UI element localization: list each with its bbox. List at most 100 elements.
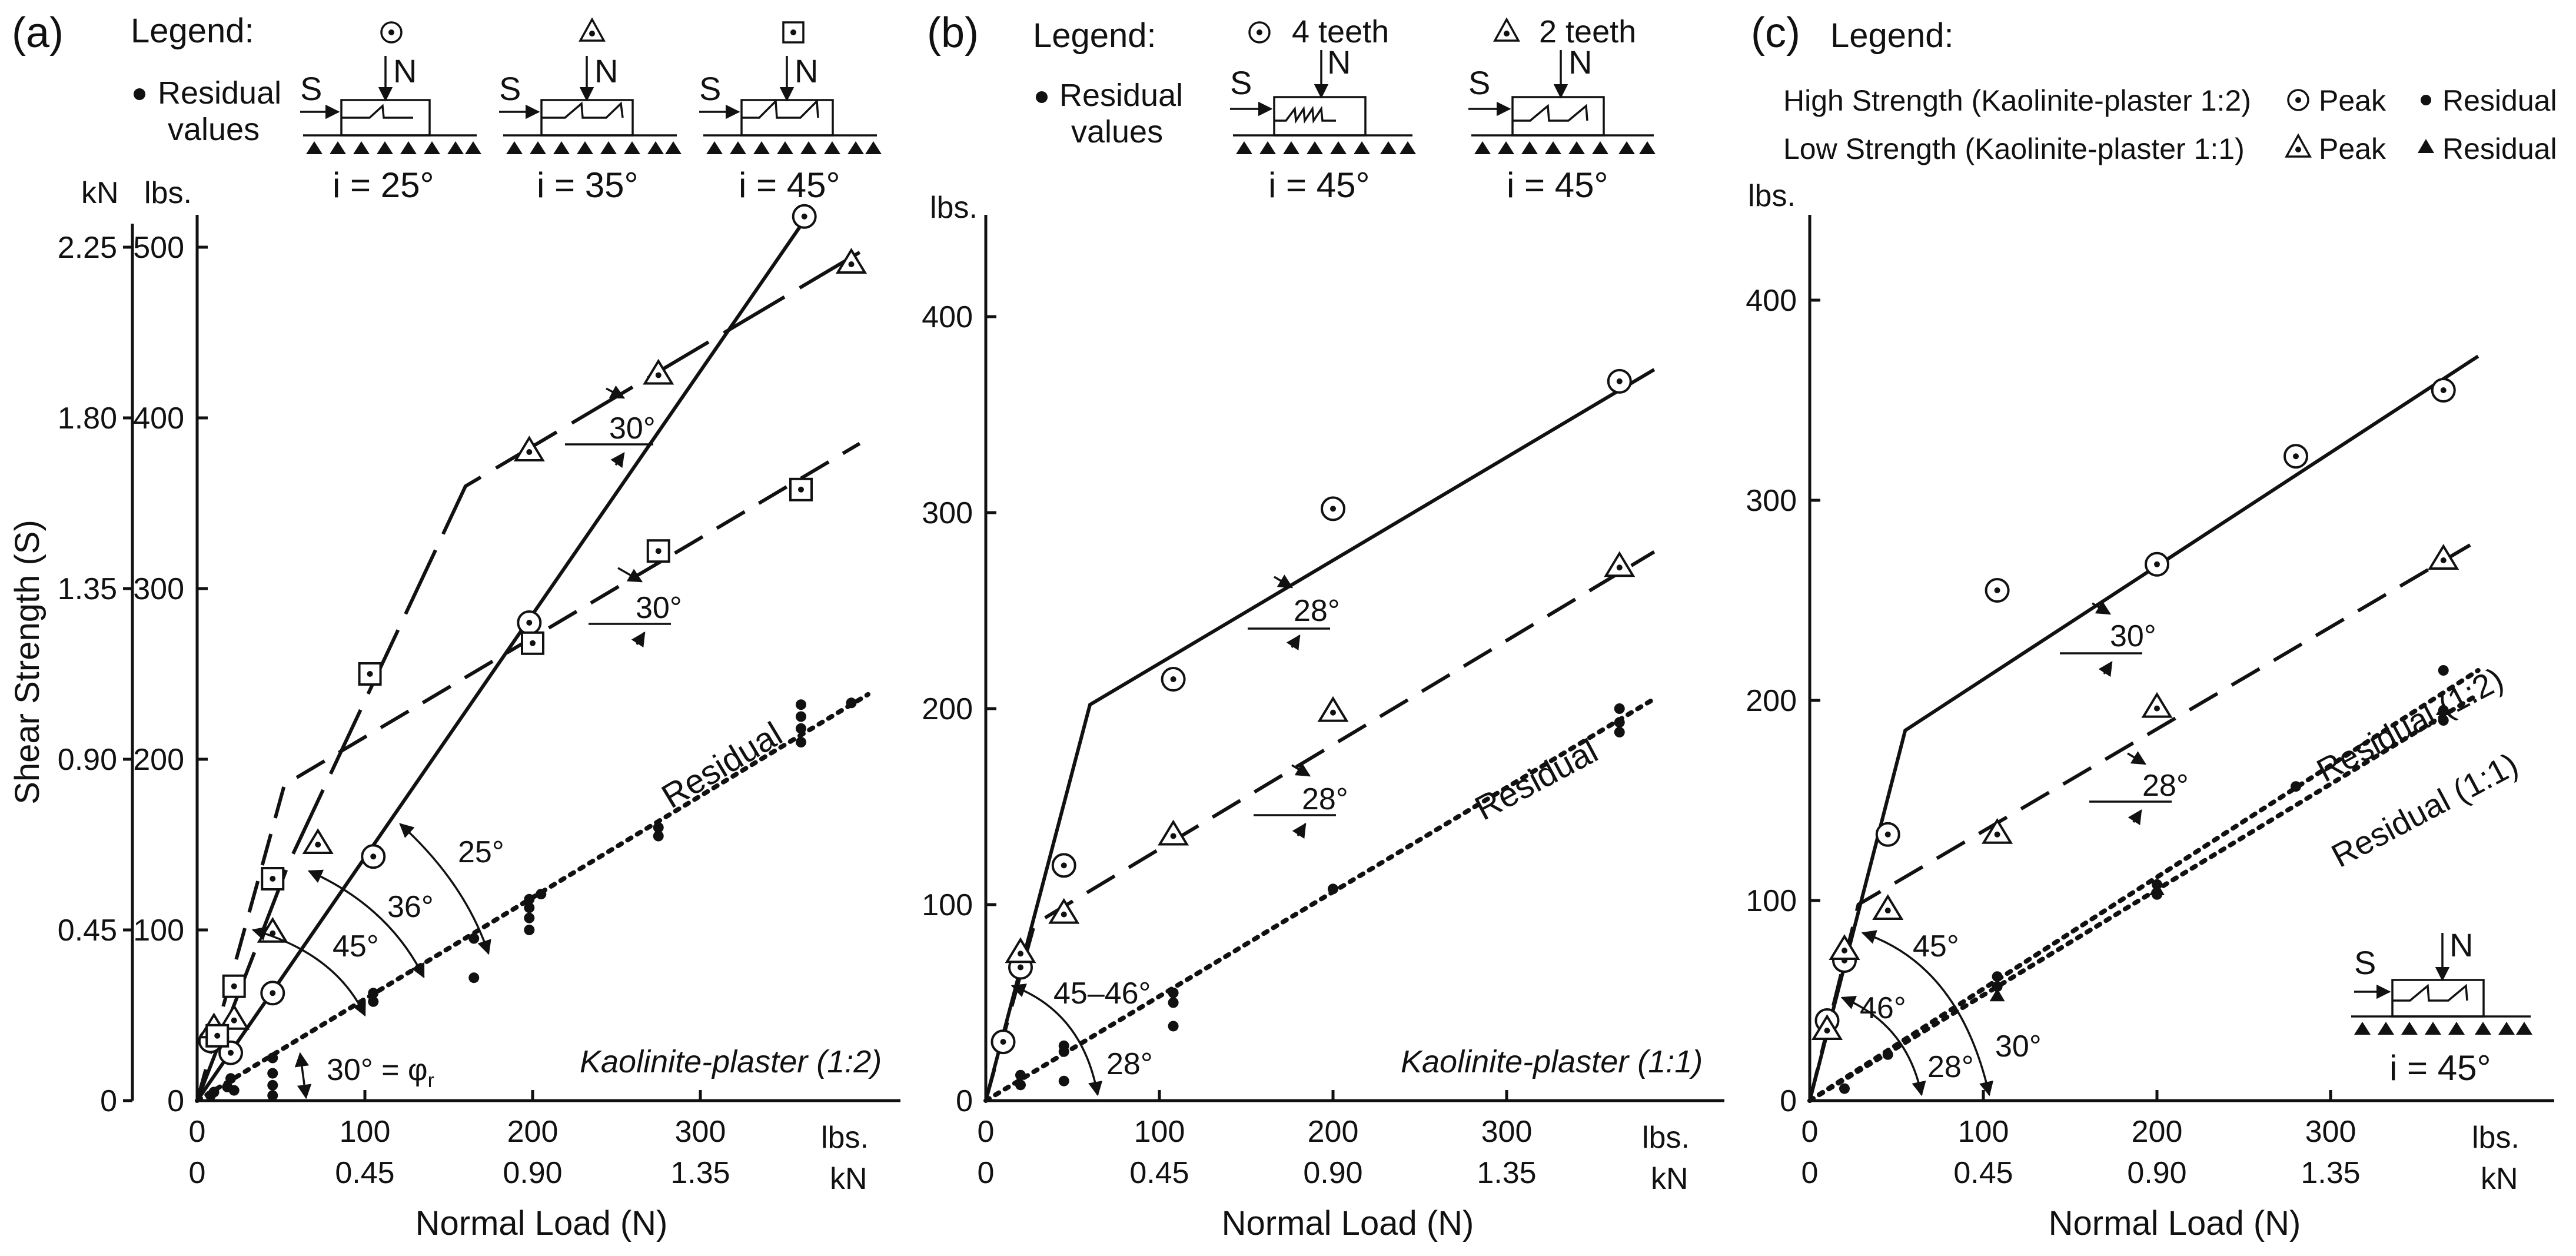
slope-indicator-b1: 28° bbox=[1248, 574, 1340, 651]
data-point bbox=[2428, 544, 2459, 570]
legend-specimen-4-teeth: S N i = 45° bbox=[1230, 44, 1416, 205]
y-kn-tick-label: 1.35 bbox=[58, 572, 117, 606]
data-point bbox=[792, 204, 817, 229]
panel-b: (b) Legend: Residual values 4 teeth 2 te… bbox=[922, 9, 1724, 1242]
series-line bbox=[984, 550, 1656, 1101]
slope-indicator-c2: 28° bbox=[2089, 751, 2189, 826]
data-point bbox=[846, 697, 857, 709]
panel-c-y-unit-lbs: lbs. bbox=[1748, 179, 1796, 213]
data-point bbox=[796, 711, 806, 722]
data-point bbox=[222, 974, 246, 998]
data-point bbox=[517, 610, 542, 635]
panel-a-y-unit-kn: kN bbox=[81, 176, 119, 210]
data-point bbox=[1328, 883, 1338, 895]
x-kn-tick-label: 0.90 bbox=[1303, 1156, 1362, 1190]
legend-residual-low: Residual bbox=[2442, 132, 2557, 165]
angle-30-label: 30° bbox=[636, 591, 682, 625]
panel-a-xlabel: Normal Load (N) bbox=[416, 1204, 668, 1242]
legend-residual-dot bbox=[134, 88, 145, 100]
panel-a-x-unit-kn: kN bbox=[830, 1162, 867, 1196]
panel-b-y-unit-lbs: lbs. bbox=[930, 191, 978, 225]
angle-arc-45 bbox=[251, 926, 366, 1017]
sketch-normal-label: N bbox=[1568, 44, 1592, 81]
material-label: Kaolinite-plaster (1:1) bbox=[1401, 1044, 1703, 1079]
triangle-dot-marker bbox=[1493, 17, 1520, 42]
data-point bbox=[653, 830, 664, 842]
data-point bbox=[1992, 981, 2003, 992]
panel-c-legend-title: Legend: bbox=[1830, 16, 1954, 55]
data-point bbox=[208, 1086, 220, 1098]
sketch-shear-label: S bbox=[300, 70, 322, 107]
data-point bbox=[468, 933, 480, 944]
legend-peak-high: Peak bbox=[2319, 84, 2386, 117]
data-point bbox=[228, 1085, 240, 1096]
sketch-shear-label: S bbox=[1468, 64, 1490, 101]
data-point bbox=[2435, 702, 2451, 715]
data-point bbox=[1058, 1075, 1069, 1086]
inset-shear-label: S bbox=[2354, 944, 2376, 981]
data-point bbox=[468, 972, 480, 983]
x-tick-label: 300 bbox=[675, 1115, 726, 1149]
panel-b-x-unit-lbs: lbs. bbox=[1642, 1121, 1690, 1155]
x-kn-tick-label: 0 bbox=[1801, 1156, 1819, 1190]
x-tick-label: 300 bbox=[1481, 1115, 1533, 1149]
data-point bbox=[796, 699, 806, 710]
data-point bbox=[361, 844, 386, 869]
data-point bbox=[643, 358, 674, 385]
y-kn-tick-label: 0.90 bbox=[58, 743, 117, 777]
data-point bbox=[1829, 934, 1860, 960]
y-tick-label: 100 bbox=[133, 913, 184, 948]
angle-46-label: 46° bbox=[1860, 991, 1906, 1025]
y-tick-label: 100 bbox=[1746, 884, 1797, 918]
circle-dot-marker bbox=[380, 21, 403, 44]
residual-label: Residual bbox=[655, 715, 789, 816]
x-tick-label: 0 bbox=[1801, 1115, 1819, 1149]
sketch-angle-label: i = 25° bbox=[333, 165, 434, 205]
x-kn-tick-label: 1.35 bbox=[1477, 1156, 1536, 1190]
x-kn-tick-label: 0.45 bbox=[1953, 1156, 2013, 1190]
series-line bbox=[983, 696, 1657, 1103]
data-point bbox=[1604, 551, 1636, 577]
x-kn-tick-label: 1.35 bbox=[670, 1156, 730, 1190]
data-point bbox=[2149, 882, 2165, 895]
legend-residual-high: Residual bbox=[2442, 84, 2557, 117]
circle-dot-marker bbox=[1248, 21, 1271, 44]
data-point bbox=[524, 893, 535, 905]
panel-c: (c) Legend: High Strength (Kaolinite-pla… bbox=[1746, 9, 2557, 1242]
data-point bbox=[1168, 997, 1179, 1008]
data-point bbox=[1051, 853, 1076, 878]
legend-residual-dot bbox=[1036, 91, 1048, 103]
x-tick-label: 200 bbox=[507, 1115, 559, 1149]
x-kn-tick-label: 0 bbox=[978, 1156, 995, 1190]
data-point bbox=[261, 867, 285, 891]
data-point bbox=[524, 912, 535, 923]
data-point bbox=[524, 925, 535, 935]
y-tick-label: 0 bbox=[1780, 1084, 1797, 1118]
y-tick-label: 300 bbox=[133, 572, 184, 606]
legend-peak-low: Peak bbox=[2319, 132, 2386, 165]
data-point bbox=[267, 1068, 278, 1079]
slope-indicator-c1: 30° bbox=[2060, 601, 2156, 677]
data-point bbox=[358, 662, 382, 686]
data-point bbox=[2284, 444, 2308, 469]
sketch-angle-label: i = 45° bbox=[1268, 165, 1370, 205]
y-tick-label: 300 bbox=[1746, 484, 1797, 518]
x-kn-tick-label: 0.90 bbox=[2127, 1156, 2186, 1190]
x-tick-label: 100 bbox=[1134, 1115, 1185, 1149]
phi-r-label: 30° = φr bbox=[327, 1053, 434, 1092]
data-point bbox=[789, 477, 813, 501]
data-point bbox=[1321, 496, 1345, 521]
residual-label: Residual bbox=[1469, 732, 1604, 828]
sketch-shear-label: S bbox=[699, 70, 721, 107]
data-point bbox=[1839, 1083, 1850, 1094]
panel-c-x-unit-kn: kN bbox=[2481, 1162, 2518, 1196]
data-point bbox=[1992, 971, 2003, 982]
legend-residual-text-2: values bbox=[168, 112, 260, 147]
data-point bbox=[1614, 726, 1625, 737]
y-tick-label: 200 bbox=[1746, 684, 1797, 718]
sketch-normal-label: N bbox=[1327, 44, 1351, 81]
legend-residual-text-1: Residual bbox=[158, 75, 281, 111]
data-point bbox=[1607, 368, 1632, 394]
slope-indicator-a1: 30° bbox=[565, 385, 656, 468]
